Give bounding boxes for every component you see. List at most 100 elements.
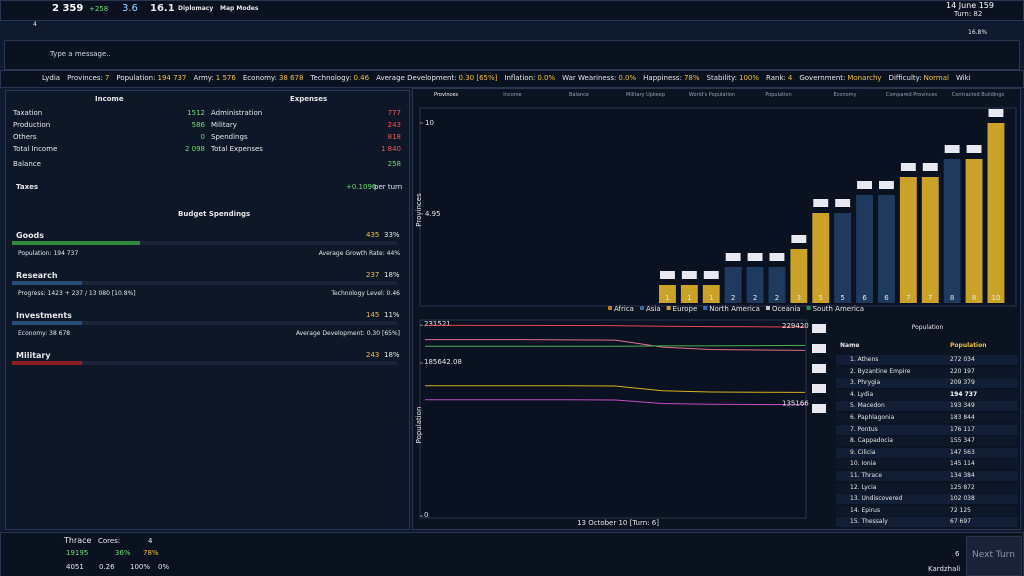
stat: 16.1 [150,3,175,14]
spending-amount: 145 [366,311,380,319]
stat-value: Normal [923,74,949,82]
row-value: 1512 [187,109,205,117]
flag-icon [769,253,785,261]
flag-icon [922,163,938,171]
bar [659,285,676,303]
row-value: 258 [387,160,401,168]
row-population: 183 844 [950,414,975,421]
plot-area [419,319,807,519]
flag-icon [725,253,741,261]
bar-label: 6 [884,294,889,302]
bar-label: 3 [797,294,801,302]
chart-tab[interactable]: Population [765,92,792,98]
chart-tab[interactable]: Military Upkeep [626,92,665,98]
row-label: Administration [211,109,263,117]
row-label: Total Expenses [211,145,263,153]
badge: 4 [33,21,37,28]
row-name: 4. Lydia [850,390,874,398]
menu-button[interactable]: Diplomacy [178,5,214,12]
flag-icon [812,364,826,373]
row-value: per turn [374,183,403,191]
row-name: 7. Pontus [850,425,878,433]
flag-icon [660,271,675,279]
stat-value: 38 678 [278,74,304,82]
flag-icon [813,199,829,207]
chart-tab[interactable]: Provinces [434,92,458,98]
spending-bar [12,241,397,245]
row-population: 67 697 [950,518,971,526]
stat-label: Government: [799,74,846,82]
spending-amount: 237 [366,271,380,279]
row-name: 1. Athens [850,356,879,363]
flag-icon [857,181,872,189]
stat-value: Monarchy [847,74,882,82]
bar-label: 1 [665,294,669,302]
stat-value: 194 737 [157,74,187,82]
chart-tab[interactable]: Balance [569,92,589,98]
row-population: 145 114 [950,460,975,468]
table-row [836,378,1018,389]
stat: 36% [115,549,131,557]
chart-tab[interactable]: Income [503,92,522,98]
bar-label: 2 [753,294,757,302]
stat: 0% [158,563,170,571]
row-value: 0 [200,133,205,141]
bar [768,267,786,303]
next-turn-button[interactable] [966,536,1022,576]
bar [921,177,939,303]
spending-detail: Economy: 38 678 [18,330,71,337]
row-name: 3. Phrygia [850,379,881,387]
chart-tab[interactable]: Economy [833,92,857,98]
row-population: 209 379 [950,379,975,387]
table-row [836,517,1018,528]
spending-bar [12,361,397,365]
row-label: Taxes [16,183,39,191]
stat-value: 0.0% [618,74,637,82]
row-population: 147 563 [950,448,975,456]
legend-label: Europe [673,305,698,313]
spending-share: 18% [384,271,400,279]
bar-label: 8 [950,294,954,302]
y-tick-label: 0 [424,511,428,519]
y-tick-label: 4.95 [425,210,441,218]
row-name: 12. Lycia [850,483,877,491]
gold: 2 359 [52,3,84,14]
spending-detail: Average Growth Rate: 44% [318,250,400,257]
row-label: Production [13,121,51,129]
bar [812,213,830,303]
bar-label: 6 [862,294,867,302]
legend-swatch [666,306,671,310]
chart-tab[interactable]: Compared Provinces [885,92,938,98]
next-turn[interactable]: Next Turn [972,550,1015,560]
spending-share: 18% [384,351,400,359]
population: 19195 [66,549,89,557]
chart-tab[interactable]: Contracted Buildings [951,92,1005,98]
row-population: 134 384 [950,472,975,479]
legend-swatch [703,306,708,310]
table-row [836,389,1018,400]
legend-swatch [608,306,612,310]
spending-detail: Progress: 1423 + 237 / 13 080 [10.8%] [18,290,136,297]
row-name: 2. Byzantine Empire [850,367,911,375]
spending-share: 33% [384,231,400,239]
row-label: Taxation [13,109,43,117]
section-title: Income [95,95,124,103]
date: 14 June 159 [946,1,994,10]
flag-icon [988,109,1004,117]
flag-icon [703,271,719,279]
table-row [836,413,1018,423]
y-tick-label: 231521 [424,320,451,328]
row-value: 2 098 [184,145,205,153]
stat-label: Average Development: [376,74,457,82]
flag-icon [812,404,826,413]
message-input[interactable]: Type a message.. [50,50,111,58]
menu-button[interactable]: Map Modes [220,5,259,12]
chart-tab[interactable]: World's Population [688,92,736,98]
table-header: Population [950,342,987,349]
y-axis-label: Population [415,407,423,444]
row-population: 155 347 [950,437,975,445]
legend-label: South America [813,305,864,313]
row-name: 9. Cilicia [850,448,876,456]
bar [943,159,961,303]
bar-label: 10 [991,294,1000,302]
